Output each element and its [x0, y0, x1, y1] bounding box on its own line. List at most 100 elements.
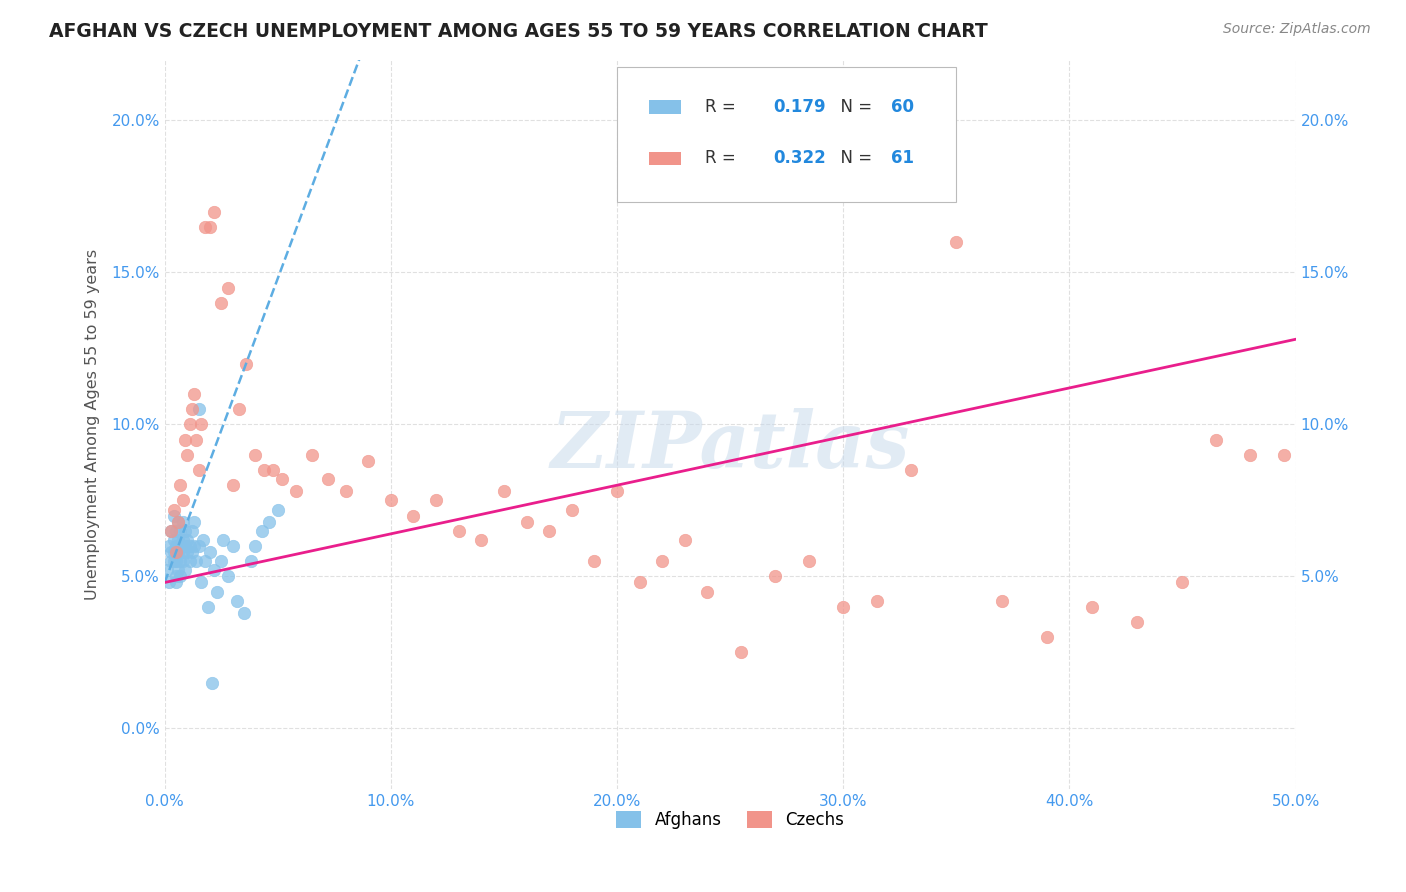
Point	[696, 584, 718, 599]
Text: N =: N =	[830, 149, 877, 167]
Point	[316, 472, 339, 486]
Point	[1036, 630, 1059, 644]
Text: ZIPatlas: ZIPatlas	[550, 408, 910, 484]
Point	[157, 575, 180, 590]
Point	[1126, 615, 1149, 629]
Point	[357, 454, 380, 468]
Point	[180, 524, 202, 538]
Point	[673, 533, 696, 547]
Point	[160, 524, 183, 538]
Point	[194, 219, 217, 234]
Point	[335, 484, 357, 499]
Text: 61: 61	[891, 149, 914, 167]
Point	[165, 575, 187, 590]
Point	[492, 484, 515, 499]
Point	[176, 533, 198, 547]
Text: 60: 60	[891, 98, 914, 116]
Point	[228, 402, 250, 417]
Point	[425, 493, 447, 508]
Text: N =: N =	[830, 98, 877, 116]
Point	[156, 563, 179, 577]
Point	[160, 554, 183, 568]
Point	[284, 484, 307, 499]
FancyBboxPatch shape	[648, 101, 682, 113]
Point	[945, 235, 967, 249]
Point	[651, 554, 673, 568]
Point	[169, 569, 191, 583]
Point	[165, 545, 187, 559]
Point	[226, 593, 249, 607]
Point	[253, 463, 276, 477]
Point	[180, 402, 202, 417]
Text: 0.322: 0.322	[773, 149, 825, 167]
Point	[163, 554, 186, 568]
Point	[209, 295, 232, 310]
Point	[163, 533, 186, 547]
Point	[209, 554, 232, 568]
Point	[583, 554, 606, 568]
Point	[183, 515, 205, 529]
Point	[561, 502, 583, 516]
Point	[301, 448, 323, 462]
Point	[167, 563, 190, 577]
Point	[179, 554, 201, 568]
Point	[799, 554, 821, 568]
Point	[271, 472, 294, 486]
Point	[167, 515, 190, 529]
Point	[194, 554, 217, 568]
Point	[221, 478, 243, 492]
Point	[160, 524, 183, 538]
Point	[205, 584, 228, 599]
Point	[217, 569, 239, 583]
Point	[187, 463, 209, 477]
Point	[1171, 575, 1194, 590]
Point	[402, 508, 425, 523]
Point	[169, 539, 191, 553]
Text: Source: ZipAtlas.com: Source: ZipAtlas.com	[1223, 22, 1371, 37]
Point	[198, 219, 221, 234]
Point	[167, 533, 190, 547]
Point	[197, 599, 219, 614]
Point	[183, 387, 205, 401]
Point	[190, 575, 212, 590]
Point	[198, 545, 221, 559]
Point	[250, 524, 273, 538]
Point	[172, 533, 194, 547]
Point	[169, 554, 191, 568]
Point	[190, 417, 212, 432]
Point	[180, 545, 202, 559]
Point	[1205, 433, 1227, 447]
Point	[172, 554, 194, 568]
Point	[165, 539, 187, 553]
Point	[990, 593, 1012, 607]
Point	[174, 563, 197, 577]
Point	[172, 545, 194, 559]
Point	[169, 478, 191, 492]
Point	[163, 502, 186, 516]
Point	[243, 539, 266, 553]
Point	[235, 357, 257, 371]
Point	[183, 539, 205, 553]
Point	[187, 402, 209, 417]
Text: 0.179: 0.179	[773, 98, 825, 116]
Point	[628, 575, 651, 590]
Point	[165, 569, 187, 583]
Point	[243, 448, 266, 462]
Point	[221, 539, 243, 553]
Point	[262, 463, 284, 477]
Point	[447, 524, 470, 538]
Point	[187, 539, 209, 553]
Text: R =: R =	[706, 98, 741, 116]
Text: AFGHAN VS CZECH UNEMPLOYMENT AMONG AGES 55 TO 59 YEARS CORRELATION CHART: AFGHAN VS CZECH UNEMPLOYMENT AMONG AGES …	[49, 22, 988, 41]
Point	[157, 539, 180, 553]
Point	[179, 417, 201, 432]
Point	[1239, 448, 1261, 462]
Point	[163, 545, 186, 559]
Point	[172, 515, 194, 529]
Point	[186, 554, 208, 568]
Legend: Afghans, Czechs: Afghans, Czechs	[610, 804, 851, 836]
Point	[257, 515, 280, 529]
Point	[900, 463, 922, 477]
Point	[606, 484, 628, 499]
Point	[515, 515, 537, 529]
